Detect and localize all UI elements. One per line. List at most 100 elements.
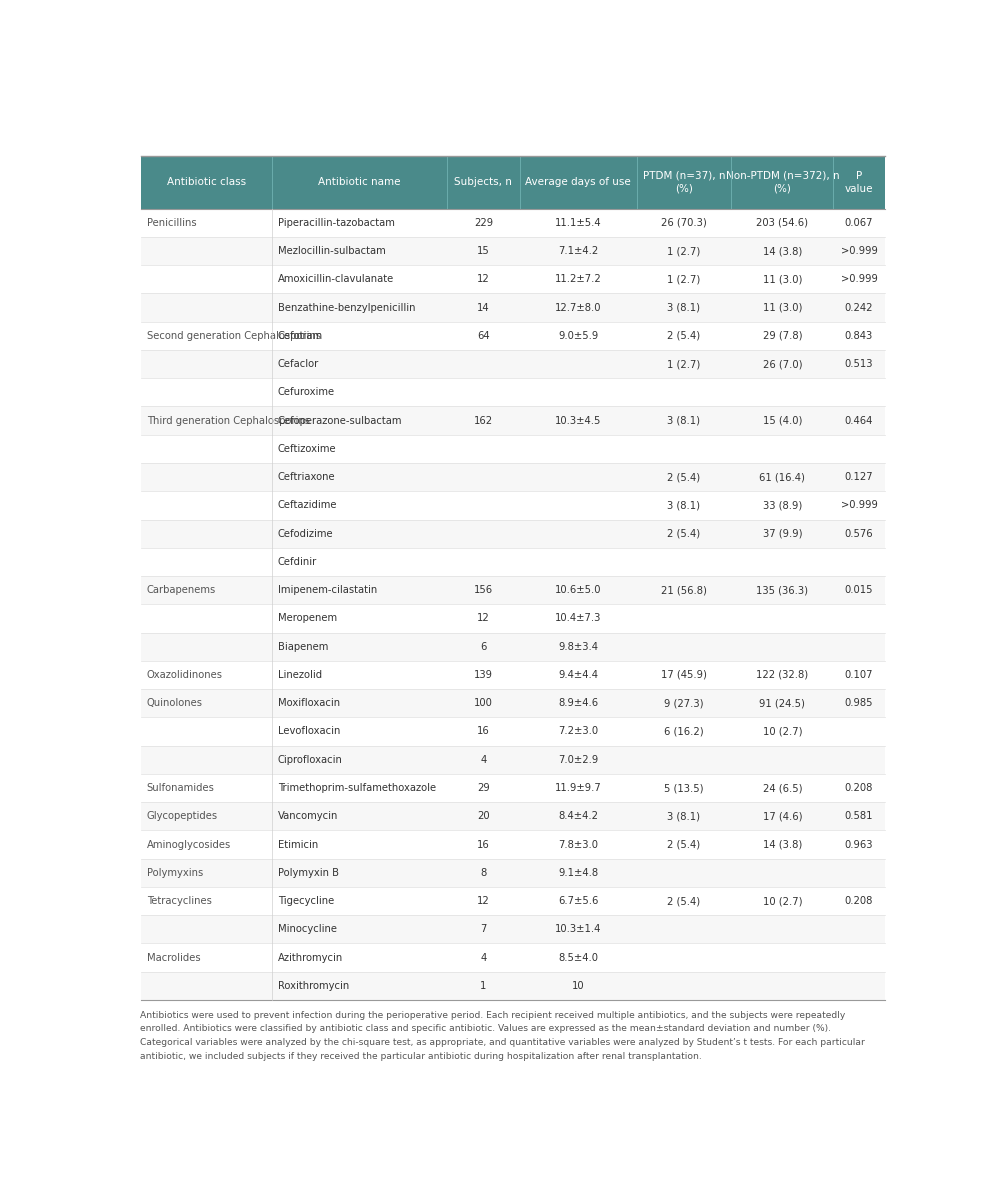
- Text: Ceftizoxime: Ceftizoxime: [278, 444, 337, 453]
- Text: 8.4±4.2: 8.4±4.2: [558, 811, 598, 822]
- Text: Cefoperazone-sulbactam: Cefoperazone-sulbactam: [278, 416, 402, 425]
- Text: Third generation Cephalosporins: Third generation Cephalosporins: [147, 416, 310, 425]
- Text: Antibiotic class: Antibiotic class: [167, 178, 246, 187]
- Text: 61 (16.4): 61 (16.4): [759, 472, 805, 482]
- Text: Non-PTDM (n=372), n
(%): Non-PTDM (n=372), n (%): [726, 170, 839, 194]
- Bar: [140, 718, 885, 746]
- Bar: [140, 548, 885, 577]
- Text: Cefodizime: Cefodizime: [278, 528, 334, 539]
- Text: 2 (5.4): 2 (5.4): [667, 472, 700, 482]
- Bar: [140, 378, 885, 406]
- Text: 0.208: 0.208: [845, 896, 873, 906]
- Text: 0.208: 0.208: [845, 783, 873, 793]
- Text: Quinolones: Quinolones: [147, 699, 203, 708]
- Bar: [140, 435, 885, 463]
- Text: 10.4±7.3: 10.4±7.3: [555, 613, 601, 624]
- Text: 12: 12: [477, 613, 490, 624]
- Text: 9 (27.3): 9 (27.3): [664, 699, 704, 708]
- Text: 100: 100: [474, 699, 493, 708]
- Bar: [140, 406, 885, 435]
- Text: 6.7±5.6: 6.7±5.6: [558, 896, 598, 906]
- Text: Cefaclor: Cefaclor: [278, 359, 319, 369]
- Bar: [140, 156, 885, 208]
- Text: Second generation Cephalosporins: Second generation Cephalosporins: [147, 330, 321, 341]
- Text: Polymyxin B: Polymyxin B: [278, 868, 339, 877]
- Bar: [140, 661, 885, 689]
- Text: PTDM (n=37), n
(%): PTDM (n=37), n (%): [643, 170, 725, 194]
- Text: 139: 139: [474, 670, 493, 680]
- Text: 0.067: 0.067: [845, 218, 873, 227]
- Text: Macrolides: Macrolides: [147, 953, 200, 963]
- Text: Glycopeptides: Glycopeptides: [147, 811, 218, 822]
- Text: 6 (16.2): 6 (16.2): [664, 727, 704, 736]
- Text: 10.3±4.5: 10.3±4.5: [555, 416, 601, 425]
- Bar: [140, 265, 885, 294]
- Text: 10 (2.7): 10 (2.7): [763, 896, 802, 906]
- Text: 64: 64: [477, 330, 490, 341]
- Text: Piperacillin-tazobactam: Piperacillin-tazobactam: [278, 218, 395, 227]
- Bar: [140, 915, 885, 944]
- Text: 14 (3.8): 14 (3.8): [763, 839, 802, 850]
- Text: Biapenem: Biapenem: [278, 642, 328, 651]
- Text: 12: 12: [477, 896, 490, 906]
- Text: 1: 1: [480, 980, 487, 991]
- Bar: [140, 632, 885, 661]
- Text: 8.9±4.6: 8.9±4.6: [558, 699, 598, 708]
- Text: 122 (32.8): 122 (32.8): [756, 670, 808, 680]
- Text: Moxifloxacin: Moxifloxacin: [278, 699, 340, 708]
- Text: 20: 20: [477, 811, 490, 822]
- Text: Meropenem: Meropenem: [278, 613, 337, 624]
- Text: 26 (7.0): 26 (7.0): [763, 359, 802, 369]
- Text: 0.464: 0.464: [845, 416, 873, 425]
- Text: Carbapenems: Carbapenems: [147, 585, 216, 596]
- Text: Benzathine-benzylpenicillin: Benzathine-benzylpenicillin: [278, 303, 415, 313]
- Bar: [140, 294, 885, 322]
- Text: 229: 229: [474, 218, 493, 227]
- Text: Levofloxacin: Levofloxacin: [278, 727, 340, 736]
- Text: 9.8±3.4: 9.8±3.4: [558, 642, 598, 651]
- Bar: [140, 774, 885, 802]
- Text: 0.242: 0.242: [845, 303, 873, 313]
- Text: 7.1±4.2: 7.1±4.2: [558, 246, 598, 256]
- Text: 4: 4: [480, 953, 486, 963]
- Text: 11 (3.0): 11 (3.0): [763, 275, 802, 284]
- Bar: [140, 972, 885, 1000]
- Text: 16: 16: [477, 839, 490, 850]
- Bar: [140, 463, 885, 491]
- Text: >0.999: >0.999: [841, 246, 877, 256]
- Text: Oxazolidinones: Oxazolidinones: [147, 670, 223, 680]
- Text: 11.1±5.4: 11.1±5.4: [555, 218, 601, 227]
- Text: Ciprofloxacin: Ciprofloxacin: [278, 754, 343, 765]
- Bar: [140, 350, 885, 378]
- Text: 12: 12: [477, 275, 490, 284]
- Text: Average days of use: Average days of use: [525, 178, 631, 187]
- Text: Subjects, n: Subjects, n: [454, 178, 512, 187]
- Bar: [140, 322, 885, 350]
- Bar: [140, 802, 885, 830]
- Text: 0.513: 0.513: [845, 359, 873, 369]
- Text: 33 (8.9): 33 (8.9): [763, 501, 802, 510]
- Text: 4: 4: [480, 754, 486, 765]
- Text: 10.6±5.0: 10.6±5.0: [555, 585, 601, 596]
- Text: 10 (2.7): 10 (2.7): [763, 727, 802, 736]
- Text: Linezolid: Linezolid: [278, 670, 322, 680]
- Text: Etimicin: Etimicin: [278, 839, 318, 850]
- Text: 0.843: 0.843: [845, 330, 873, 341]
- Text: 1 (2.7): 1 (2.7): [667, 359, 701, 369]
- Text: 2 (5.4): 2 (5.4): [667, 896, 700, 906]
- Text: 26 (70.3): 26 (70.3): [661, 218, 707, 227]
- Bar: [140, 520, 885, 548]
- Text: 3 (8.1): 3 (8.1): [667, 811, 700, 822]
- Text: 16: 16: [477, 727, 490, 736]
- Text: 2 (5.4): 2 (5.4): [667, 330, 700, 341]
- Text: 17 (45.9): 17 (45.9): [661, 670, 707, 680]
- Text: Tigecycline: Tigecycline: [278, 896, 334, 906]
- Text: 21 (56.8): 21 (56.8): [661, 585, 707, 596]
- Text: Mezlocillin-sulbactam: Mezlocillin-sulbactam: [278, 246, 386, 256]
- Text: 7.8±3.0: 7.8±3.0: [558, 839, 598, 850]
- Bar: [140, 237, 885, 265]
- Text: 9.4±4.4: 9.4±4.4: [558, 670, 598, 680]
- Text: Polymyxins: Polymyxins: [147, 868, 203, 877]
- Text: 7.0±2.9: 7.0±2.9: [558, 754, 598, 765]
- Text: Vancomycin: Vancomycin: [278, 811, 338, 822]
